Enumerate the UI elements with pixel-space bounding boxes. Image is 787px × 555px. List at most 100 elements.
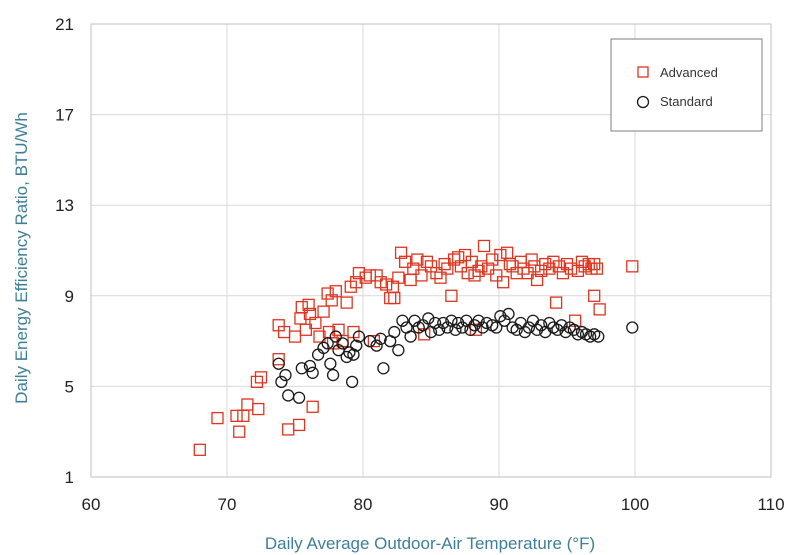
point-standard (345, 375, 359, 389)
point-advanced (325, 294, 338, 307)
point-standard (392, 344, 405, 357)
point-advanced (458, 248, 472, 262)
point-advanced (241, 398, 254, 411)
point-advanced (525, 253, 538, 266)
point-advanced (468, 269, 481, 282)
point-advanced (407, 262, 420, 275)
point-standard (437, 316, 450, 330)
point-standard (428, 316, 442, 330)
point-standard (464, 323, 477, 336)
point-standard (476, 321, 489, 334)
point-standard (502, 307, 515, 321)
point-advanced (420, 255, 434, 268)
point-advanced (434, 271, 447, 284)
point-advanced (350, 276, 363, 289)
x-tick-label: 90 (490, 495, 509, 514)
point-advanced (441, 262, 454, 275)
point-advanced (252, 402, 265, 416)
point-advanced (571, 264, 585, 278)
point-advanced (452, 251, 465, 264)
point-advanced (477, 239, 491, 253)
point-standard (441, 321, 454, 334)
point-advanced (549, 296, 563, 309)
point-standard (303, 359, 317, 373)
point-advanced (292, 418, 306, 432)
point-standard (472, 314, 485, 327)
y-axis-tick-labels: 1 5 9 13 17 21 (55, 15, 74, 487)
point-standard (510, 323, 523, 336)
point-advanced (250, 375, 264, 389)
point-standard (559, 325, 572, 339)
point-advanced (404, 273, 417, 287)
point-advanced (230, 409, 243, 422)
point-advanced (575, 255, 589, 268)
point-advanced (288, 330, 302, 343)
point-standard (551, 323, 564, 336)
point-advanced (490, 269, 503, 282)
point-advanced (475, 260, 488, 273)
point-standard (422, 312, 435, 325)
point-advanced (543, 262, 556, 275)
point-standard (396, 314, 409, 327)
point-standard (449, 323, 462, 336)
point-advanced (399, 255, 412, 268)
point-advanced (193, 443, 206, 456)
legend-label-standard: Standard (660, 94, 713, 109)
y-tick-label: 13 (55, 196, 74, 215)
y-tick-label: 1 (65, 468, 74, 487)
point-standard (494, 310, 507, 323)
x-tick-label: 100 (621, 495, 649, 514)
point-standard (329, 330, 342, 343)
point-standard (498, 314, 511, 327)
point-standard (336, 337, 349, 350)
legend-marker-standard (636, 95, 650, 109)
point-standard (452, 316, 465, 330)
plot-area-frame (90, 23, 772, 478)
series-advanced (193, 239, 639, 456)
point-advanced (588, 289, 601, 302)
y-tick-label: 5 (65, 377, 74, 396)
point-advanced (626, 260, 639, 273)
x-axis-title: Daily Average Outdoor-Air Temperature (°… (265, 534, 595, 553)
point-advanced (295, 300, 308, 314)
point-advanced (392, 271, 405, 284)
point-advanced (329, 285, 342, 298)
point-standard (530, 323, 544, 336)
point-standard (306, 366, 319, 379)
point-standard (279, 368, 292, 382)
point-standard (388, 325, 401, 339)
point-standard (326, 368, 340, 382)
point-standard (626, 321, 639, 334)
point-advanced (521, 266, 534, 280)
x-axis-tick-labels: 60 70 80 90 100 110 (82, 495, 785, 514)
point-advanced (556, 266, 570, 280)
x-tick-label: 70 (218, 495, 237, 514)
point-advanced (340, 296, 353, 309)
legend-box (610, 38, 763, 132)
point-advanced (528, 260, 541, 273)
point-advanced (306, 400, 319, 413)
point-standard (347, 348, 360, 361)
point-standard (543, 316, 556, 330)
x-tick-label: 60 (82, 495, 101, 514)
point-advanced (445, 289, 458, 302)
point-standard (275, 375, 288, 389)
point-advanced (379, 278, 393, 291)
point-standard (377, 362, 390, 375)
point-advanced (481, 262, 495, 275)
point-standard (374, 332, 387, 345)
point-advanced (588, 257, 601, 271)
point-advanced (539, 257, 552, 271)
point-advanced (535, 264, 548, 278)
point-standard (567, 323, 580, 336)
point-advanced (578, 260, 591, 273)
y-tick-label: 9 (65, 287, 74, 306)
point-advanced (465, 255, 478, 268)
point-standard (352, 330, 366, 343)
point-advanced (299, 323, 313, 336)
point-advanced (211, 411, 224, 425)
point-standard (295, 362, 308, 375)
point-standard (518, 325, 531, 339)
point-advanced (486, 253, 499, 266)
point-advanced (438, 257, 451, 271)
